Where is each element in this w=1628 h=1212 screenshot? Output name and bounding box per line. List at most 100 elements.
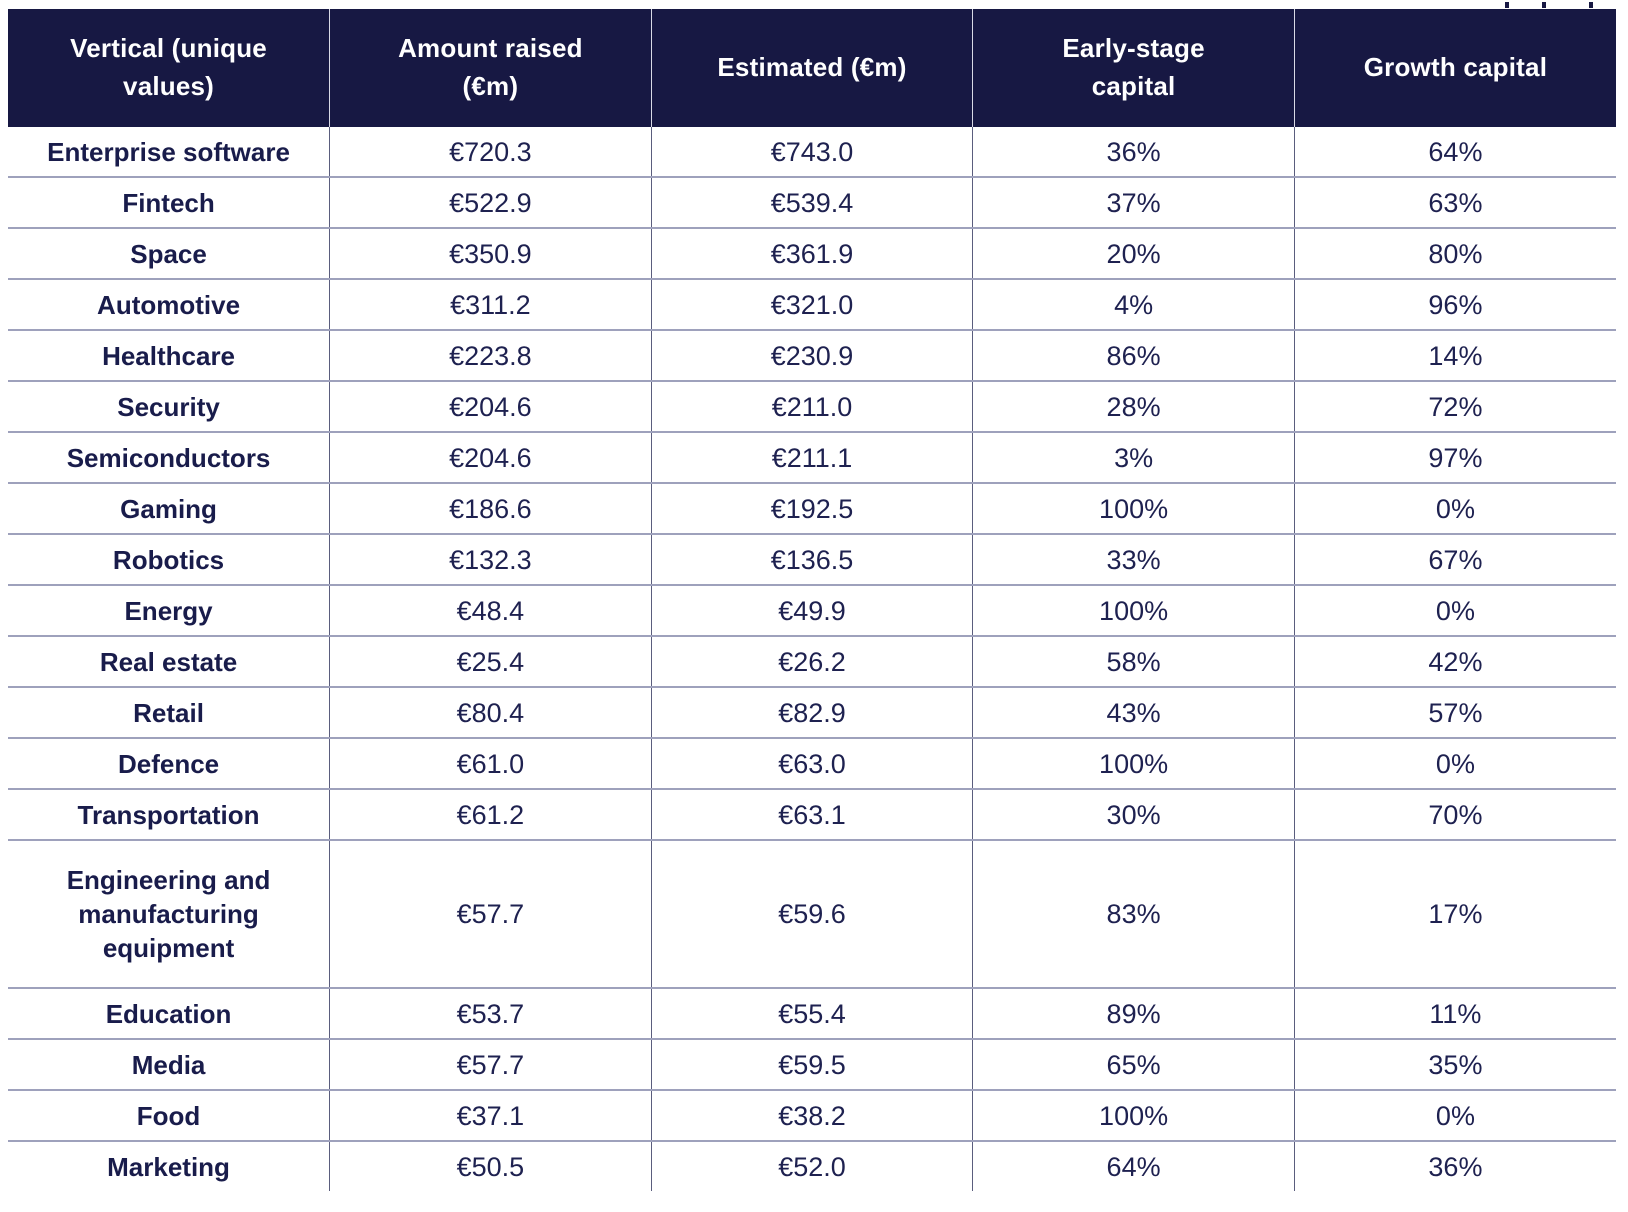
value-cell: 97% <box>1294 432 1616 484</box>
value-cell: 11% <box>1294 988 1616 1040</box>
value-cell: €37.1 <box>329 1090 652 1142</box>
table-row-media: Media €57.7 €59.5 65% 35% <box>8 1039 1616 1091</box>
value-cell: €53.7 <box>329 988 652 1040</box>
vertical-name-cell: Space <box>8 228 331 280</box>
vertical-name-cell: Enterprise software <box>8 127 331 178</box>
table-row-fintech: Fintech €522.9 €539.4 37% 63% <box>8 177 1616 229</box>
value-cell: €82.9 <box>651 687 974 739</box>
value-cell: 20% <box>972 228 1295 280</box>
table-row-food: Food €37.1 €38.2 100% 0% <box>8 1090 1616 1142</box>
cropped-text-remnant <box>0 0 1628 9</box>
vertical-name-cell: Gaming <box>8 483 331 535</box>
vertical-name-cell: Semiconductors <box>8 432 331 484</box>
value-cell: 64% <box>1294 127 1616 178</box>
vertical-name-cell: Media <box>8 1039 331 1091</box>
value-cell: 83% <box>972 840 1295 989</box>
table-row-gaming: Gaming €186.6 €192.5 100% 0% <box>8 483 1616 535</box>
column-header-early-stage-capital: Early-stage capital <box>972 9 1295 127</box>
vertical-name-cell: Real estate <box>8 636 331 688</box>
table-row-real-estate: Real estate €25.4 €26.2 58% 42% <box>8 636 1616 688</box>
value-cell: 67% <box>1294 534 1616 586</box>
value-cell: €350.9 <box>329 228 652 280</box>
column-header-amount-raised-m: Amount raised (€m) <box>329 9 652 127</box>
value-cell: 100% <box>972 738 1295 790</box>
vertical-name-cell: Engineering and manufacturing equipment <box>8 840 331 989</box>
value-cell: 96% <box>1294 279 1616 331</box>
vertical-name-cell: Fintech <box>8 177 331 229</box>
table-row-automotive: Automotive €311.2 €321.0 4% 96% <box>8 279 1616 331</box>
value-cell: €38.2 <box>651 1090 974 1142</box>
value-cell: €48.4 <box>329 585 652 637</box>
value-cell: €361.9 <box>651 228 974 280</box>
table-row-education: Education €53.7 €55.4 89% 11% <box>8 988 1616 1040</box>
value-cell: 86% <box>972 330 1295 382</box>
value-cell: 37% <box>972 177 1295 229</box>
value-cell: €136.5 <box>651 534 974 586</box>
value-cell: €61.2 <box>329 789 652 841</box>
value-cell: €26.2 <box>651 636 974 688</box>
value-cell: 65% <box>972 1039 1295 1091</box>
value-cell: 58% <box>972 636 1295 688</box>
value-cell: €204.6 <box>329 381 652 433</box>
value-cell: €186.6 <box>329 483 652 535</box>
value-cell: €211.0 <box>651 381 974 433</box>
vertical-name-cell: Energy <box>8 585 331 637</box>
value-cell: €50.5 <box>329 1141 652 1191</box>
table-row-semiconductors: Semiconductors €204.6 €211.1 3% 97% <box>8 432 1616 484</box>
vertical-name-cell: Robotics <box>8 534 331 586</box>
vertical-name-cell: Marketing <box>8 1141 331 1191</box>
value-cell: 30% <box>972 789 1295 841</box>
cropped-letter-mark <box>1589 2 1593 8</box>
value-cell: 0% <box>1294 483 1616 535</box>
value-cell: €539.4 <box>651 177 974 229</box>
value-cell: 0% <box>1294 738 1616 790</box>
value-cell: €230.9 <box>651 330 974 382</box>
table-row-security: Security €204.6 €211.0 28% 72% <box>8 381 1616 433</box>
value-cell: €57.7 <box>329 1039 652 1091</box>
value-cell: 100% <box>972 585 1295 637</box>
table-row-healthcare: Healthcare €223.8 €230.9 86% 14% <box>8 330 1616 382</box>
value-cell: €321.0 <box>651 279 974 331</box>
value-cell: €55.4 <box>651 988 974 1040</box>
value-cell: 80% <box>1294 228 1616 280</box>
value-cell: €192.5 <box>651 483 974 535</box>
cropped-letter-mark <box>1505 2 1509 8</box>
value-cell: 33% <box>972 534 1295 586</box>
value-cell: €59.5 <box>651 1039 974 1091</box>
vertical-name-cell: Security <box>8 381 331 433</box>
value-cell: €720.3 <box>329 127 652 178</box>
value-cell: 0% <box>1294 1090 1616 1142</box>
value-cell: €52.0 <box>651 1141 974 1191</box>
value-cell: 42% <box>1294 636 1616 688</box>
value-cell: 3% <box>972 432 1295 484</box>
value-cell: €204.6 <box>329 432 652 484</box>
value-cell: €63.0 <box>651 738 974 790</box>
value-cell: 72% <box>1294 381 1616 433</box>
table-row-space: Space €350.9 €361.9 20% 80% <box>8 228 1616 280</box>
value-cell: 28% <box>972 381 1295 433</box>
verticals-funding-table: Vertical (unique values) Amount raised (€… <box>8 9 1616 1191</box>
vertical-name-cell: Healthcare <box>8 330 331 382</box>
vertical-name-cell: Defence <box>8 738 331 790</box>
cropped-letter-mark <box>1542 2 1546 8</box>
value-cell: 36% <box>1294 1141 1616 1191</box>
table-row-retail: Retail €80.4 €82.9 43% 57% <box>8 687 1616 739</box>
column-header-estimated-m: Estimated (€m) <box>651 9 974 127</box>
value-cell: 35% <box>1294 1039 1616 1091</box>
value-cell: 36% <box>972 127 1295 178</box>
vertical-name-cell: Automotive <box>8 279 331 331</box>
value-cell: 70% <box>1294 789 1616 841</box>
column-header-growth-capital: Growth capital <box>1294 9 1616 127</box>
value-cell: 14% <box>1294 330 1616 382</box>
value-cell: €49.9 <box>651 585 974 637</box>
value-cell: €743.0 <box>651 127 974 178</box>
value-cell: 17% <box>1294 840 1616 989</box>
value-cell: 43% <box>972 687 1295 739</box>
value-cell: €61.0 <box>329 738 652 790</box>
value-cell: 64% <box>972 1141 1295 1191</box>
table-row-robotics: Robotics €132.3 €136.5 33% 67% <box>8 534 1616 586</box>
table-row-defence: Defence €61.0 €63.0 100% 0% <box>8 738 1616 790</box>
value-cell: 0% <box>1294 585 1616 637</box>
table-row-enterprise-software: Enterprise software €720.3 €743.0 36% 64% <box>8 127 1616 178</box>
